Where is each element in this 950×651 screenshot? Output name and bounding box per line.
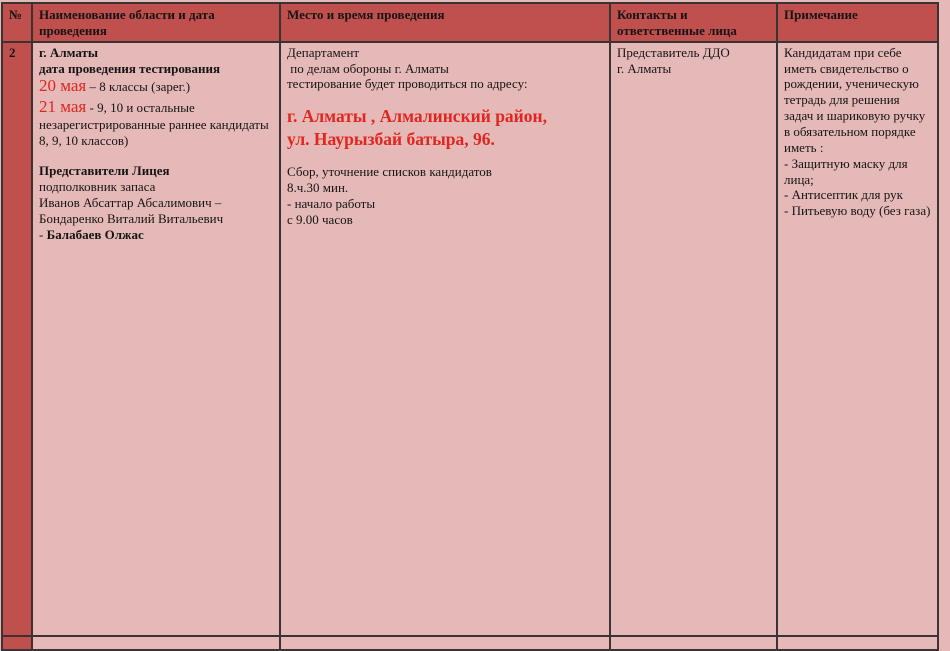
header-note-label: Примечание [784, 7, 858, 22]
note-item-mask: - Защитную маску для лица; [784, 155, 911, 187]
testing-address-intro: тестирование будет проводиться по адресу… [287, 76, 528, 92]
representative-name-2: Бондаренко Виталий Витальевич [39, 210, 224, 226]
header-cell-name: Наименование области и дата проведения [31, 2, 281, 43]
contact-line-2: г. Алматы [617, 60, 672, 76]
date-line-2: 21 мая - 9, 10 и остальные незарегистрир… [39, 97, 273, 149]
header-cell-num: № [1, 2, 33, 43]
gathering-info: Сбор, уточнение списков кандидатов [287, 164, 492, 180]
cell-note: Кандидатам при себе иметь свидетельство … [776, 40, 939, 637]
department-line-2: по делам обороны г. Алматы [287, 60, 449, 76]
representative-name-3: - Балабаев Олжас [39, 227, 273, 243]
address-line-2: ул. Наурызбай батыра, 96. [287, 129, 495, 150]
cell-row-number: 2 [1, 40, 33, 637]
cell-contacts: Представитель ДДО г. Алматы [609, 40, 778, 637]
cell-region-and-date: г. Алматы дата проведения тестирования 2… [31, 40, 281, 637]
header-contacts-label: Контакты и ответственные лица [617, 7, 737, 38]
region-city: г. Алматы [39, 44, 99, 60]
department-line-1: Департамент [287, 44, 360, 60]
representatives-title: Представители Лицея [39, 163, 170, 179]
row-number: 2 [9, 44, 16, 60]
header-name-label: Наименование области и дата проведения [39, 7, 215, 38]
header-place-label: Место и время проведения [287, 7, 445, 22]
cell-place-and-time: Департамент по делам обороны г. Алматы т… [279, 40, 611, 637]
gathering-time: 8.ч.30 мин. [287, 180, 349, 196]
header-cell-place: Место и время проведения [279, 2, 611, 43]
testing-date-title: дата проведения тестирования [39, 60, 221, 76]
work-start-label: - начало работы [287, 196, 376, 212]
representative-name-1: Иванов Абсаттар Абсалимович – [39, 195, 222, 211]
date-20-may-detail: – 8 классы (зарег.) [86, 79, 191, 95]
note-item-antiseptic: - Антисептик для рук [784, 187, 903, 203]
representative-rank: подполковник запаса [39, 179, 156, 195]
address-line-1: г. Алматы , Алмалинский район, [287, 106, 547, 127]
contact-line-1: Представитель ДДО [617, 44, 730, 60]
header-num-label: № [9, 7, 23, 22]
note-paragraph-1: Кандидатам при себе иметь свидетельство … [784, 44, 926, 124]
work-start-time: с 9.00 часов [287, 212, 353, 228]
dash-prefix: - [39, 226, 47, 242]
representative-name-3-bold: Балабаев Олжас [46, 226, 144, 242]
header-cell-note: Примечание [776, 2, 939, 43]
date-21-may-detail: - 9, 10 и остальные незарегистрированные… [39, 99, 272, 148]
date-line-1: 20 мая – 8 классы (зарег.) [39, 76, 273, 96]
note-item-water: - Питьевую воду (без газа) [784, 203, 931, 219]
table-row: 2 г. Алматы дата проведения тестирования… [1, 40, 939, 637]
note-paragraph-2: в обязательном порядке иметь : [784, 124, 919, 155]
table-header-row: № Наименование области и дата проведения… [1, 2, 939, 43]
header-cell-contacts: Контакты и ответственные лица [609, 2, 778, 43]
date-20-may: 20 мая [39, 76, 87, 96]
date-21-may: 21 мая [39, 96, 87, 116]
